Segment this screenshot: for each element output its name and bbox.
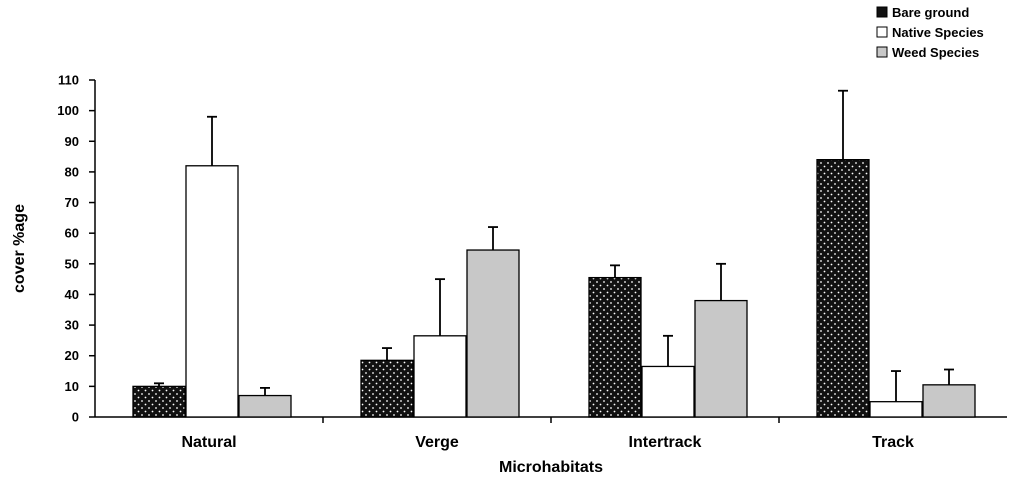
y-tick-label: 90 <box>65 134 79 149</box>
x-tick-label: Natural <box>181 434 236 451</box>
bar-weed-species-natural <box>238 394 292 418</box>
legend-swatch <box>876 26 888 38</box>
y-tick-label: 70 <box>65 195 79 210</box>
legend-label: Bare ground <box>892 5 969 20</box>
bar-bare-ground-natural <box>132 385 186 418</box>
legend-swatch <box>876 6 888 18</box>
y-tick-label: 0 <box>72 410 79 425</box>
bar-native-species-intertrack <box>641 365 695 418</box>
x-axis-title: Microhabitats <box>499 459 603 476</box>
bar-native-species-verge <box>413 335 467 418</box>
bar-native-species-track <box>869 401 923 418</box>
legend-swatch <box>876 46 888 58</box>
bar-native-species-natural <box>185 165 239 418</box>
labels: 0 10 20 30 40 50 60 70 80 90 100 110 Natural Verge Int… <box>11 73 914 477</box>
y-tick-label: 50 <box>65 256 79 271</box>
x-tick-label: Verge <box>415 434 459 451</box>
y-tick-label: 100 <box>57 103 79 118</box>
x-tick-label: Track <box>872 434 914 451</box>
y-tick-label: 80 <box>65 164 79 179</box>
y-tick-label: 60 <box>65 226 79 241</box>
legend-label: Native Species <box>892 25 984 40</box>
y-tick-label: 30 <box>65 318 79 333</box>
bars <box>132 89 976 418</box>
legend-label: Weed Species <box>892 45 979 60</box>
bar-bare-ground-track <box>816 159 870 418</box>
bar-weed-species-track <box>922 384 976 418</box>
x-tick-label: Intertrack <box>629 434 702 451</box>
bar-bare-ground-intertrack <box>588 276 642 418</box>
y-tick-label: 10 <box>65 379 79 394</box>
y-tick-label: 110 <box>58 73 79 88</box>
bar-weed-species-verge <box>466 249 520 418</box>
legend: Bare ground Native Species Weed Species <box>876 5 984 60</box>
y-axis-title: cover %age <box>11 204 28 293</box>
y-tick-label: 40 <box>65 287 79 302</box>
bar-bare-ground-verge <box>360 359 414 418</box>
bar-weed-species-intertrack <box>694 299 748 418</box>
y-tick-label: 20 <box>65 348 79 363</box>
